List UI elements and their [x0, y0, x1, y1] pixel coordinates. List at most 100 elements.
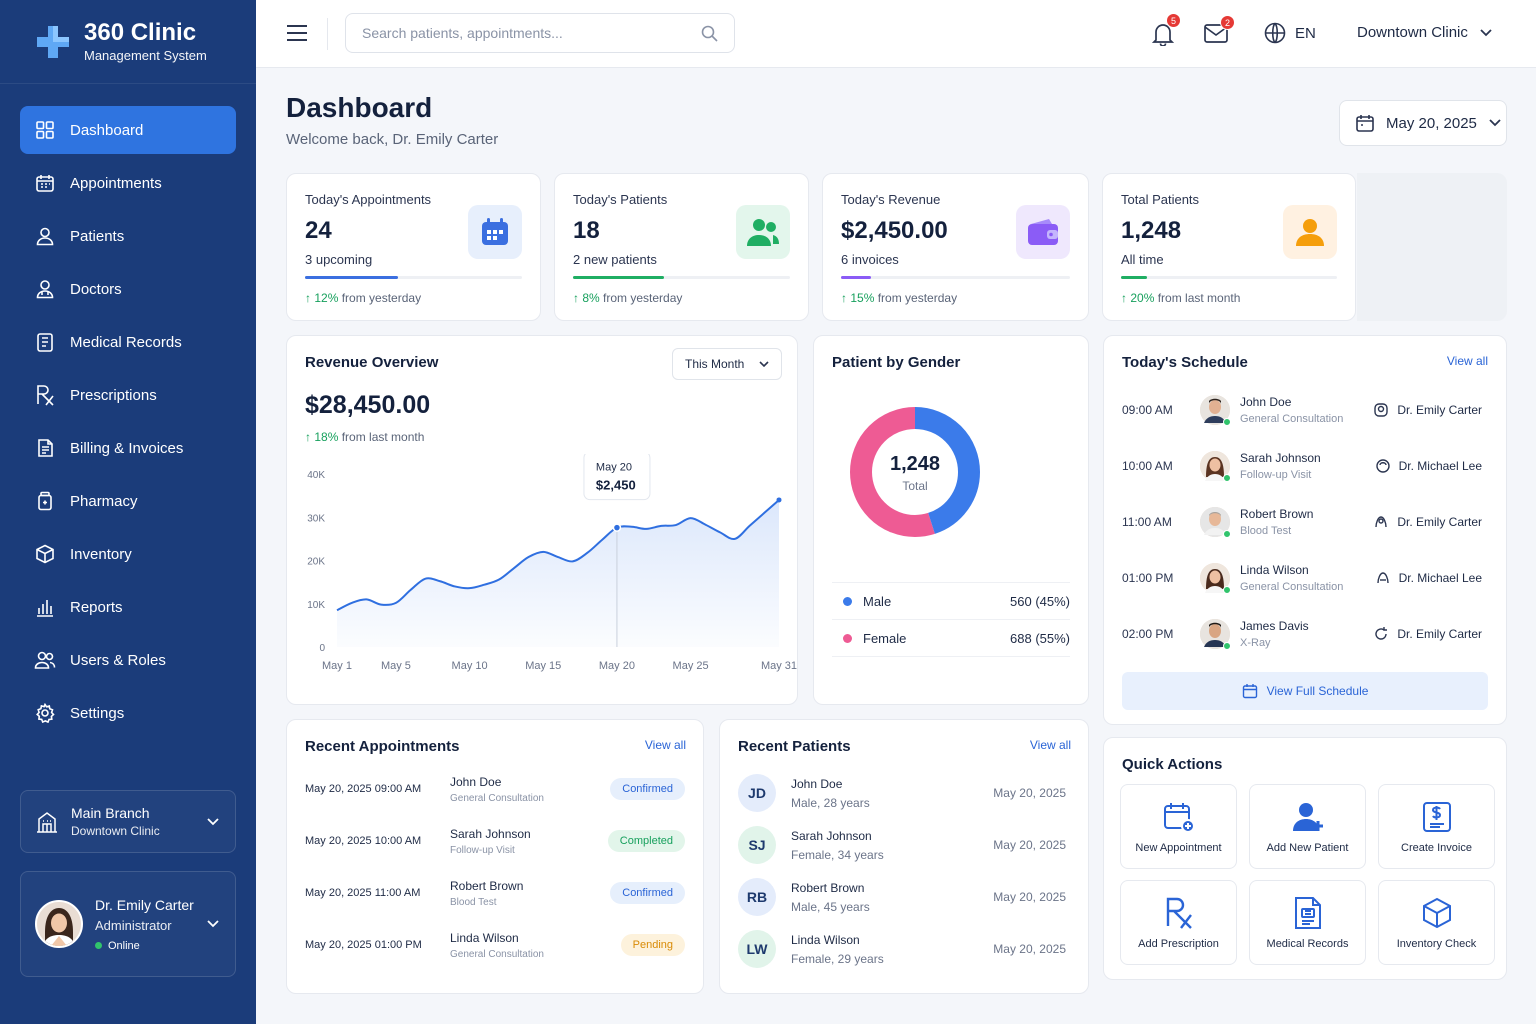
table-row[interactable]: May 20, 2025 11:00 AM Robert Brown Blood …: [305, 867, 685, 919]
mail-icon[interactable]: 2: [1204, 15, 1235, 43]
patient-info: Female, 34 years: [791, 847, 884, 862]
sidebar-item-label: Billing & Invoices: [70, 439, 184, 457]
table-row[interactable]: May 20, 2025 10:00 AM Sarah Johnson Follo…: [305, 815, 685, 867]
online-dot-icon: [1223, 642, 1231, 650]
quick-action-label: New Appointment: [1135, 841, 1222, 854]
branch-selector[interactable]: Main Branch Downtown Clinic: [20, 790, 236, 853]
online-dot-icon: [1223, 530, 1231, 538]
avatar: [1200, 563, 1231, 594]
sidebar-item-dashboard[interactable]: Dashboard: [20, 106, 236, 154]
registered-date: May 20, 2025: [993, 890, 1066, 904]
users-icon: [34, 649, 56, 671]
avatar-initials: SJ: [738, 826, 776, 864]
schedule-time: 02:00 PM: [1122, 627, 1174, 641]
trend-percent: 12%: [314, 291, 339, 305]
schedule-row[interactable]: 10:00 AM Sarah Johnson Follow-up Visit Dr…: [1122, 438, 1488, 494]
quick-action-inventory-check[interactable]: Inventory Check: [1378, 880, 1495, 965]
refresh-icon: [1373, 626, 1389, 642]
x-tick-label: May 20: [599, 660, 635, 672]
sidebar-item-medical-records[interactable]: Medical Records: [20, 318, 236, 366]
sidebar-item-inventory[interactable]: Inventory: [20, 530, 236, 578]
gender-donut-chart[interactable]: [845, 402, 985, 542]
donut-total: 1,248: [889, 453, 941, 475]
sidebar-item-doctors[interactable]: Doctors: [20, 265, 236, 313]
language-selector[interactable]: EN: [1264, 22, 1316, 44]
stat-card-patients[interactable]: Today's Patients 18 2 new patients ↑ 8% …: [554, 173, 809, 321]
highlight-point[interactable]: [612, 523, 622, 532]
donut-slice-male[interactable]: [850, 407, 980, 537]
patient-name: Sarah Johnson: [791, 828, 872, 843]
legend-value: 688 (55%): [1010, 630, 1070, 646]
sidebar-item-patients[interactable]: Patients: [20, 212, 236, 260]
stat-subtext: 2 new patients: [573, 252, 657, 267]
progress-bar: [1121, 276, 1337, 279]
legend-male: Male 560 (45%): [832, 583, 1070, 620]
sidebar-item-prescriptions[interactable]: Prescriptions: [20, 371, 236, 419]
clinic-selector[interactable]: Downtown Clinic: [1357, 24, 1492, 41]
view-full-schedule-button[interactable]: View Full Schedule: [1122, 672, 1488, 710]
stat-subtext: All time: [1121, 252, 1164, 267]
quick-action-create-invoice[interactable]: Create Invoice: [1378, 784, 1495, 869]
sidebar-item-pharmacy[interactable]: Pharmacy: [20, 477, 236, 525]
patient-name: Robert Brown: [791, 880, 865, 895]
brand[interactable]: 360 Clinic Management System: [0, 0, 256, 84]
progress-fill: [305, 276, 399, 279]
date-label: May 20, 2025: [1386, 114, 1477, 132]
invoice-icon: [1420, 800, 1454, 834]
stat-card-appointments[interactable]: Today's Appointments 24 3 upcoming ↑ 12%…: [286, 173, 541, 321]
quick-action-add-patient[interactable]: Add New Patient: [1249, 784, 1366, 869]
search-icon[interactable]: [701, 25, 718, 42]
sidebar-item-settings[interactable]: Settings: [20, 689, 236, 737]
list-item[interactable]: LW Linda Wilson Female, 29 years May 20, …: [738, 923, 1070, 975]
avatar: [35, 900, 83, 948]
calendar-icon: [1242, 683, 1258, 699]
revenue-area: [337, 499, 779, 647]
branch-title: Main Branch: [71, 805, 150, 821]
sidebar-item-users-roles[interactable]: Users & Roles: [20, 636, 236, 684]
stat-value: 24: [305, 217, 332, 244]
search-input[interactable]: [362, 25, 701, 41]
bell-icon[interactable]: 5: [1152, 13, 1181, 46]
trend-percent: 20%: [1130, 291, 1155, 305]
stat-card-revenue[interactable]: Today's Revenue $2,450.00 6 invoices ↑ 1…: [822, 173, 1089, 321]
period-select[interactable]: This Month: [672, 348, 782, 380]
list-item[interactable]: RB Robert Brown Male, 45 years May 20, 20…: [738, 871, 1070, 923]
quick-action-label: Medical Records: [1266, 937, 1349, 950]
view-all-link[interactable]: View all: [644, 738, 686, 752]
users-icon: [736, 205, 790, 259]
revenue-chart[interactable]: 40K 30K 20K 10K 0 May 1 May 5 May 10 May 15 May 2…: [287, 454, 797, 704]
chevron-down-icon: [207, 920, 219, 928]
sidebar-item-label: Doctors: [70, 280, 122, 298]
schedule-row[interactable]: 09:00 AM John Doe General Consultation Dr…: [1122, 382, 1488, 438]
bottle-icon: [34, 490, 56, 512]
assigned-doctor: Dr. Emily Carter: [1373, 402, 1482, 418]
table-row[interactable]: May 20, 2025 01:00 PM Linda Wilson Genera…: [305, 919, 685, 971]
end-point: [776, 497, 782, 503]
patient-name: John Doe: [791, 776, 843, 791]
appointment-datetime: May 20, 2025 01:00 PM: [305, 939, 422, 951]
calendar-icon: [34, 172, 56, 194]
appointment-datetime: May 20, 2025 11:00 AM: [305, 887, 421, 899]
schedule-row[interactable]: 11:00 AM Robert Brown Blood Test Dr. Emil…: [1122, 494, 1488, 550]
table-row[interactable]: May 20, 2025 09:00 AM John Doe General Co…: [305, 763, 685, 815]
schedule-row[interactable]: 02:00 PM James Davis X-Ray Dr. Emily Cart…: [1122, 606, 1488, 662]
quick-action-medical-records[interactable]: Medical Records: [1249, 880, 1366, 965]
user-profile-menu[interactable]: Dr. Emily Carter Administrator Online: [20, 871, 236, 977]
list-item[interactable]: JD John Doe Male, 28 years May 20, 2025: [738, 767, 1070, 819]
quick-action-new-appointment[interactable]: New Appointment: [1120, 784, 1237, 869]
stat-card-total-patients[interactable]: Total Patients 1,248 All time ↑ 20% from…: [1102, 173, 1356, 321]
view-all-link[interactable]: View all: [1029, 738, 1071, 752]
view-all-link[interactable]: View all: [1446, 354, 1488, 368]
list-item[interactable]: SJ Sarah Johnson Female, 34 years May 20,…: [738, 819, 1070, 871]
sidebar-item-billing[interactable]: Billing & Invoices: [20, 424, 236, 472]
menu-icon[interactable]: [286, 24, 308, 42]
sidebar-item-reports[interactable]: Reports: [20, 583, 236, 631]
sidebar-item-appointments[interactable]: Appointments: [20, 159, 236, 207]
search-box[interactable]: [345, 13, 735, 53]
schedule-row[interactable]: 01:00 PM Linda Wilson General Consultatio…: [1122, 550, 1488, 606]
status-badge: Confirmed: [610, 778, 685, 800]
globe-icon: [1264, 22, 1286, 44]
quick-action-add-prescription[interactable]: Add Prescription: [1120, 880, 1237, 965]
date-picker-button[interactable]: May 20, 2025: [1339, 100, 1507, 146]
records-icon: [1291, 896, 1325, 930]
